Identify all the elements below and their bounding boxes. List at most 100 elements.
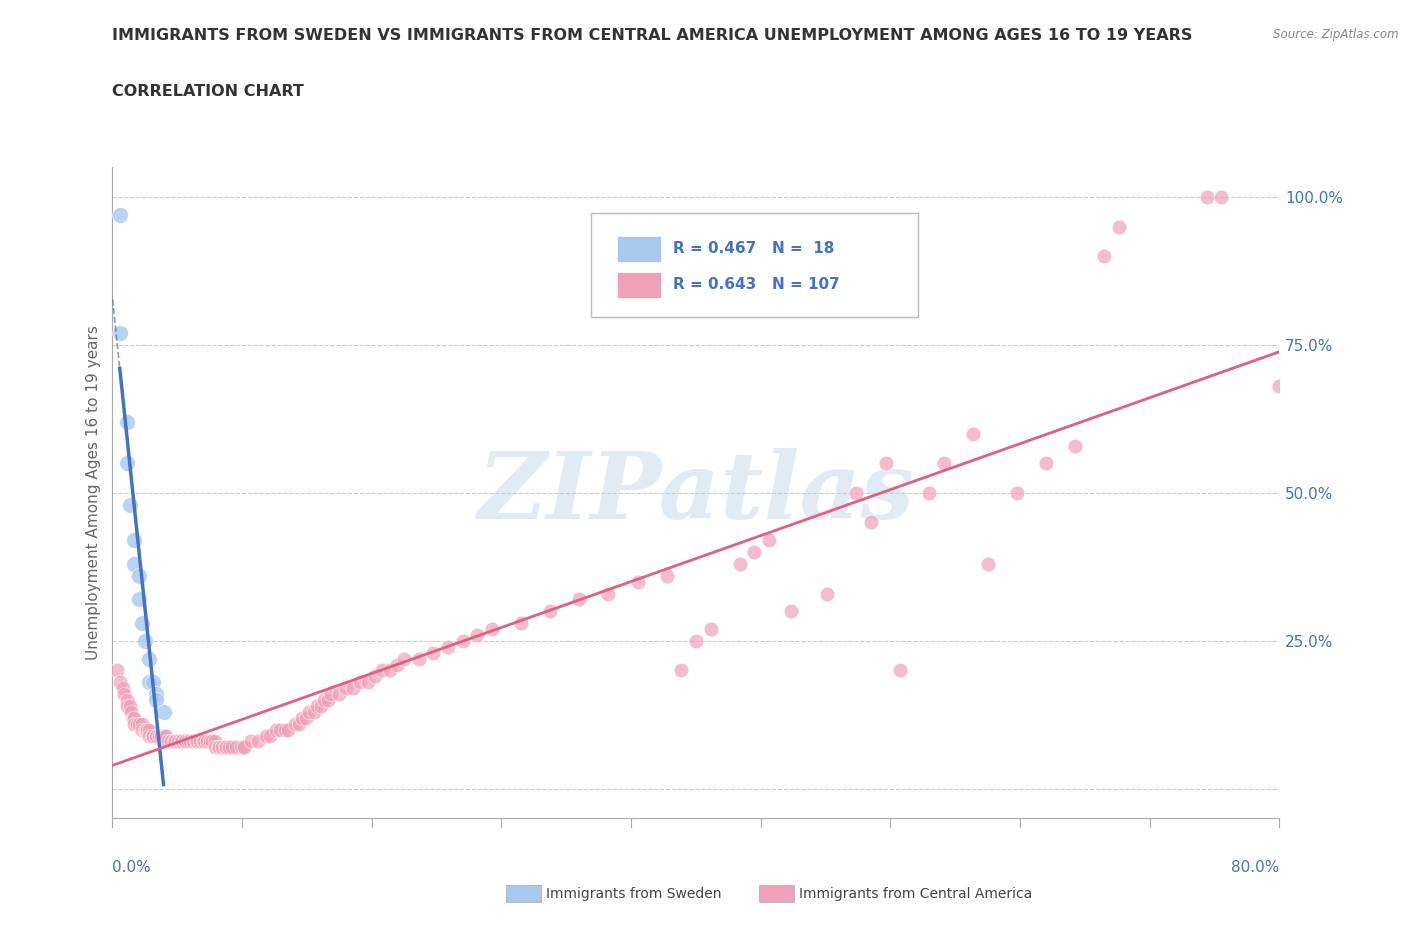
Point	[122, 711, 145, 725]
Point	[378, 663, 401, 678]
Point	[163, 734, 186, 749]
Point	[312, 693, 335, 708]
Point	[188, 734, 211, 749]
Point	[509, 616, 531, 631]
Point	[111, 681, 134, 696]
Point	[167, 734, 190, 749]
Point	[145, 728, 167, 743]
Point	[145, 693, 167, 708]
Point	[167, 734, 190, 749]
Point	[1035, 456, 1057, 471]
Point	[437, 639, 460, 654]
Point	[357, 675, 380, 690]
Point	[181, 734, 204, 749]
Point	[860, 515, 883, 530]
Point	[758, 533, 780, 548]
Point	[108, 207, 131, 222]
Point	[118, 498, 141, 512]
Point	[195, 734, 218, 749]
Point	[128, 592, 150, 607]
Point	[207, 740, 229, 755]
Point	[295, 711, 318, 725]
Point	[188, 734, 211, 749]
Point	[127, 716, 149, 731]
Point	[598, 586, 620, 601]
Point	[155, 728, 177, 743]
Point	[742, 545, 765, 560]
Text: Source: ZipAtlas.com: Source: ZipAtlas.com	[1274, 28, 1399, 41]
Text: R = 0.643   N = 107: R = 0.643 N = 107	[672, 277, 839, 292]
Point	[385, 658, 408, 672]
Point	[105, 663, 128, 678]
Point	[131, 723, 153, 737]
Point	[655, 568, 678, 583]
Point	[685, 633, 707, 648]
Point	[221, 740, 243, 755]
Point	[247, 734, 270, 749]
Point	[451, 633, 474, 648]
Point	[1268, 379, 1291, 393]
Point	[128, 568, 150, 583]
Point	[174, 734, 197, 749]
Point	[115, 698, 138, 713]
Point	[889, 663, 911, 678]
Point	[976, 556, 998, 571]
Point	[918, 485, 941, 500]
Point	[291, 711, 314, 725]
Point	[184, 734, 207, 749]
Point	[120, 704, 142, 719]
Point	[181, 734, 204, 749]
Text: R = 0.467   N =  18: R = 0.467 N = 18	[672, 241, 834, 257]
Point	[779, 604, 801, 618]
Point	[408, 651, 430, 666]
Point	[328, 686, 350, 701]
Point	[204, 734, 226, 749]
Point	[148, 728, 170, 743]
Point	[172, 734, 194, 749]
FancyBboxPatch shape	[591, 213, 918, 317]
Point	[232, 740, 254, 755]
Point	[309, 698, 332, 713]
Point	[305, 698, 328, 713]
Point	[225, 740, 247, 755]
Text: 0.0%: 0.0%	[112, 860, 152, 875]
Point	[138, 723, 160, 737]
Point	[138, 675, 160, 690]
Point	[145, 728, 167, 743]
Point	[160, 734, 183, 749]
Point	[422, 645, 444, 660]
Point	[962, 426, 984, 441]
Text: IMMIGRANTS FROM SWEDEN VS IMMIGRANTS FROM CENTRAL AMERICA UNEMPLOYMENT AMONG AGE: IMMIGRANTS FROM SWEDEN VS IMMIGRANTS FRO…	[112, 28, 1192, 43]
Point	[141, 728, 163, 743]
Point	[135, 723, 157, 737]
Point	[118, 698, 141, 713]
Point	[932, 456, 955, 471]
Point	[1005, 485, 1028, 500]
Point	[124, 556, 146, 571]
Point	[160, 734, 183, 749]
Point	[254, 728, 277, 743]
Point	[115, 456, 138, 471]
Bar	[617, 236, 661, 262]
Point	[179, 734, 201, 749]
Point	[815, 586, 838, 601]
Point	[627, 574, 650, 589]
Point	[200, 734, 222, 749]
Point	[229, 740, 252, 755]
Point	[214, 740, 236, 755]
Point	[1094, 248, 1116, 263]
Point	[284, 716, 307, 731]
Text: CORRELATION CHART: CORRELATION CHART	[112, 84, 304, 99]
Point	[273, 723, 295, 737]
Point	[134, 633, 156, 648]
Point	[191, 734, 214, 749]
Point	[138, 728, 160, 743]
Point	[538, 604, 561, 618]
Point	[288, 716, 311, 731]
Y-axis label: Unemployment Among Ages 16 to 19 years: Unemployment Among Ages 16 to 19 years	[86, 326, 101, 660]
Point	[875, 456, 897, 471]
Point	[136, 723, 159, 737]
Point	[165, 734, 187, 749]
Point	[218, 740, 240, 755]
Point	[108, 326, 131, 340]
